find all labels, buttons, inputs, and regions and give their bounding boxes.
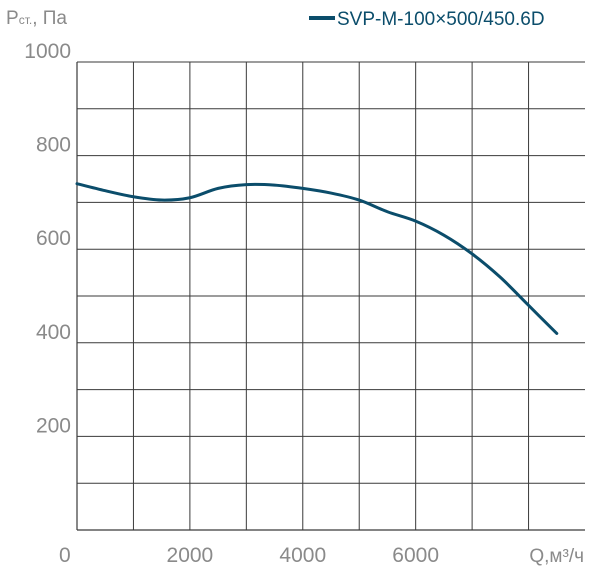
x-tick-label: 2000	[167, 544, 214, 567]
grid	[76, 61, 585, 531]
series-line	[75, 182, 559, 335]
y-axis-label-sub: ст.	[19, 13, 33, 27]
y-axis-label-main: P	[6, 8, 19, 29]
y-tick-label: 400	[36, 321, 71, 344]
y-axis-label-unit: , Па	[32, 8, 67, 29]
x-tick-labels: 0 2000 4000 6000	[59, 544, 439, 567]
y-tick-label: 1000	[24, 40, 71, 63]
y-axis-label: Pст., Па	[6, 8, 67, 29]
x-tick-label: 0	[59, 544, 71, 567]
legend-label: SVP-M-100×500/450.6D	[337, 9, 545, 30]
y-tick-label: 600	[36, 227, 71, 250]
y-tick-label: 800	[36, 134, 71, 157]
y-tick-label: 200	[36, 414, 71, 437]
legend: SVP-M-100×500/450.6D	[309, 9, 545, 30]
y-tick-labels: 200 400 600 800 1000	[24, 40, 71, 437]
x-tick-label: 4000	[279, 544, 326, 567]
x-tick-label: 6000	[392, 544, 439, 567]
series-group	[75, 182, 559, 335]
x-axis-label: Q,м³/ч	[529, 546, 584, 567]
